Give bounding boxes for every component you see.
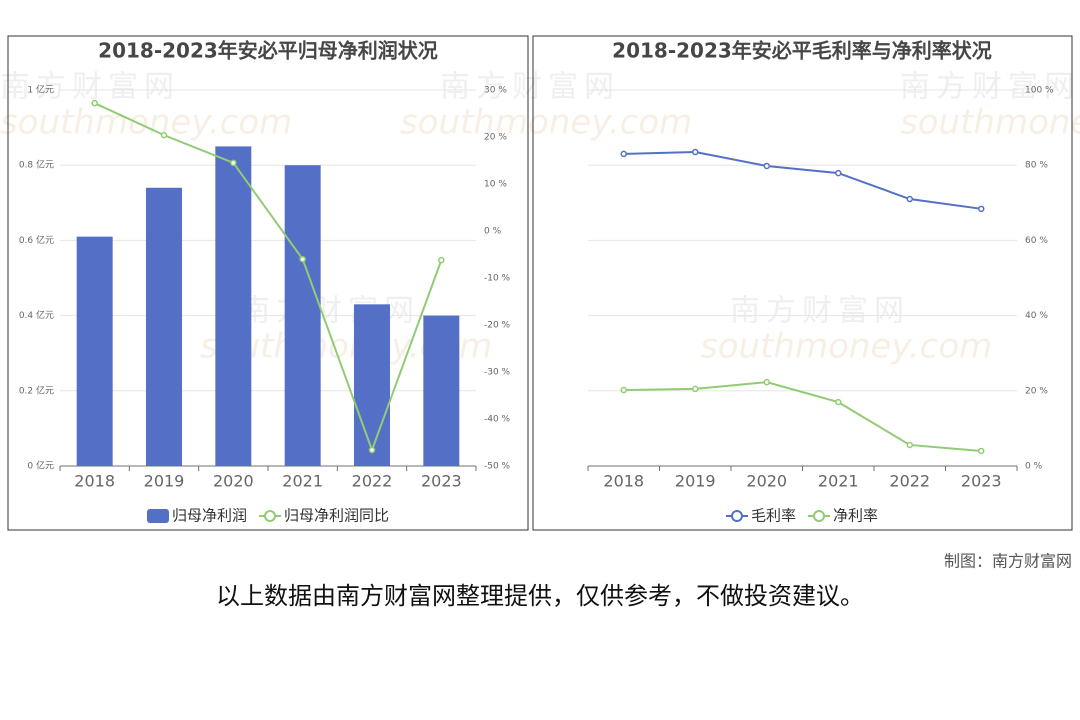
y2-tick-label: -40 % <box>484 415 511 425</box>
watermark: southmoney.com <box>400 103 692 143</box>
x-tick-label: 2021 <box>818 472 859 491</box>
line <box>623 151 982 210</box>
watermark: 南方财富网 <box>0 70 180 105</box>
y-tick-label: 0.6 亿元 <box>19 234 54 246</box>
point-marker <box>299 255 306 263</box>
y2-tick-label: -50 % <box>484 462 511 472</box>
legend-swatch <box>730 510 743 522</box>
point-marker <box>620 150 627 158</box>
y2-tick-label: -20 % <box>484 321 511 331</box>
point-marker <box>620 386 627 394</box>
x-tick-label: 2022 <box>889 472 930 491</box>
bar <box>146 187 182 466</box>
y-tick-label: 40 % <box>1025 311 1048 321</box>
x-tick-label: 2023 <box>421 472 462 491</box>
point-marker <box>906 441 913 449</box>
legend-swatch <box>146 509 169 523</box>
x-tick-label: 2020 <box>213 472 254 491</box>
y-tick-label: 100 % <box>1025 86 1054 96</box>
point-marker <box>763 162 770 170</box>
bar <box>284 165 321 466</box>
y-tick-label: 0 亿元 <box>27 460 54 472</box>
credit: 制图：南方财富网 <box>944 552 1072 571</box>
chart-title: 2018-2023年安必平毛利率与净利率状况 <box>612 39 992 63</box>
x-tick-label: 2021 <box>282 472 323 491</box>
disclaimer: 以上数据由南方财富网整理提供，仅供参考，不做投资建议。 <box>216 582 864 610</box>
y2-tick-label: 30 % <box>484 86 507 96</box>
x-tick-label: 2019 <box>144 472 185 491</box>
x-tick-label: 2023 <box>961 472 1002 491</box>
point-marker <box>692 385 699 393</box>
y-tick-label: 0.8 亿元 <box>19 159 54 171</box>
x-tick-label: 2019 <box>675 472 716 491</box>
watermark: 南方财富网 <box>900 70 1080 105</box>
point-marker <box>835 169 842 177</box>
bar <box>76 236 113 466</box>
x-tick-label: 2020 <box>746 472 787 491</box>
panel-border <box>532 35 1073 531</box>
y-tick-label: 20 % <box>1025 386 1048 396</box>
point-marker <box>692 148 699 156</box>
point-marker <box>368 446 376 454</box>
line <box>623 381 982 452</box>
bar <box>354 304 390 466</box>
point-marker <box>978 205 985 213</box>
y2-tick-label: 20 % <box>484 133 507 143</box>
y-tick-label: 0.4 亿元 <box>19 309 54 321</box>
watermark: 南方财富网 <box>730 294 910 329</box>
y2-tick-label: 10 % <box>484 180 507 190</box>
point-marker <box>160 131 168 139</box>
x-tick-label: 2022 <box>352 472 393 491</box>
watermark: southmoney.com <box>700 327 992 367</box>
y-tick-label: 80 % <box>1025 161 1048 171</box>
chart-title: 2018-2023年安必平归母净利润状况 <box>98 39 438 63</box>
point-marker <box>978 447 985 455</box>
point-marker <box>763 378 770 386</box>
legend-label: 毛利率 <box>751 507 796 525</box>
x-tick-label: 2018 <box>603 472 644 491</box>
bar <box>423 315 460 466</box>
y-tick-label: 60 % <box>1025 236 1048 246</box>
watermark: southmoney.com <box>0 103 292 143</box>
y2-tick-label: -10 % <box>484 274 511 284</box>
point-marker <box>438 256 445 264</box>
point-marker <box>906 195 913 203</box>
point-marker <box>91 99 98 107</box>
y-tick-label: 0 % <box>1025 462 1043 472</box>
line <box>94 102 443 453</box>
bar <box>215 146 252 466</box>
legend-swatch <box>264 510 276 522</box>
x-tick-label: 2018 <box>74 472 115 491</box>
watermark: 南方财富网 <box>440 70 620 105</box>
legend-label: 归母净利润同比 <box>284 507 389 525</box>
y-tick-label: 0.2 亿元 <box>19 384 54 396</box>
y-tick-label: 1 亿元 <box>27 84 54 96</box>
y2-tick-label: 0 % <box>484 227 502 237</box>
watermark: southmoney.com <box>900 103 1080 143</box>
point-marker <box>230 159 237 167</box>
point-marker <box>835 398 842 406</box>
y2-tick-label: -30 % <box>484 368 511 378</box>
panel-border <box>7 35 529 531</box>
legend-label: 净利率 <box>833 507 878 525</box>
watermark: 南方财富网 <box>240 294 420 329</box>
legend-swatch <box>813 510 825 522</box>
legend-label: 归母净利润 <box>172 507 247 525</box>
